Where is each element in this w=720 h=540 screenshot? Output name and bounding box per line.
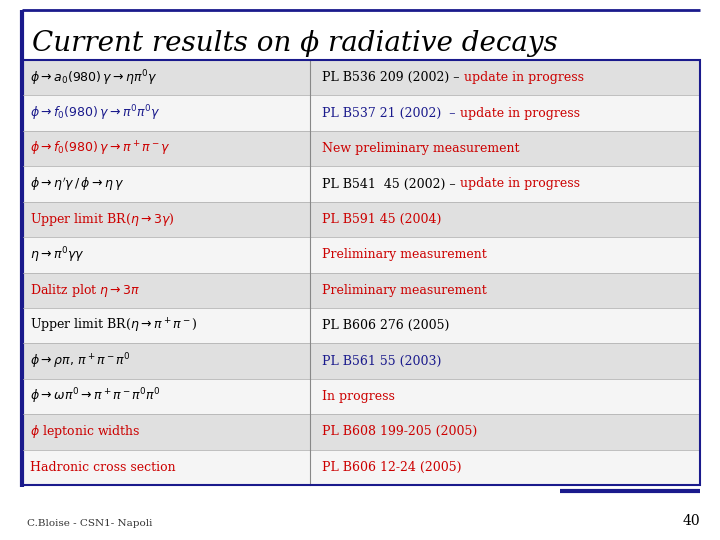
Bar <box>22 450 700 485</box>
Text: PL B606 276 (2005): PL B606 276 (2005) <box>322 319 449 332</box>
Bar <box>22 96 700 131</box>
Bar <box>22 201 700 237</box>
Text: $\phi \rightarrow \eta'\gamma\, /\, \phi \rightarrow \eta\,\gamma$: $\phi \rightarrow \eta'\gamma\, /\, \phi… <box>30 175 124 193</box>
Text: update in progress: update in progress <box>464 71 583 84</box>
Text: update in progress: update in progress <box>459 106 580 120</box>
Bar <box>22 414 700 450</box>
Text: 40: 40 <box>683 514 700 528</box>
Text: PL B606 12-24 (2005): PL B606 12-24 (2005) <box>322 461 462 474</box>
Bar <box>22 166 700 201</box>
Text: Upper limit BR($\eta \rightarrow 3\gamma$): Upper limit BR($\eta \rightarrow 3\gamma… <box>30 211 175 228</box>
Bar <box>22 237 700 273</box>
Bar <box>22 379 700 414</box>
Text: $\phi \rightarrow a_0(980)\, \gamma \rightarrow \eta\pi^0\gamma$: $\phi \rightarrow a_0(980)\, \gamma \rig… <box>30 68 158 87</box>
Text: Hadronic cross section: Hadronic cross section <box>30 461 176 474</box>
Text: $\phi \rightarrow \rho\pi,\, \pi^+\pi^-\pi^0$: $\phi \rightarrow \rho\pi,\, \pi^+\pi^-\… <box>30 351 131 371</box>
Text: $\phi$ leptonic widths: $\phi$ leptonic widths <box>30 423 140 441</box>
Text: PL B541  45 (2002) –: PL B541 45 (2002) – <box>322 178 459 191</box>
Bar <box>22 60 700 96</box>
Text: In progress: In progress <box>322 390 395 403</box>
Text: $\phi \rightarrow f_0(980)\, \gamma \rightarrow \pi^0\pi^0\gamma$: $\phi \rightarrow f_0(980)\, \gamma \rig… <box>30 103 161 123</box>
Text: PL B561 55 (2003): PL B561 55 (2003) <box>322 355 441 368</box>
Bar <box>22 343 700 379</box>
Text: update in progress: update in progress <box>459 178 580 191</box>
Text: PL B536 209 (2002) –: PL B536 209 (2002) – <box>322 71 464 84</box>
Text: Preliminary measurement: Preliminary measurement <box>322 248 487 261</box>
Bar <box>22 273 700 308</box>
Text: $\phi \rightarrow f_0(980)\, \gamma \rightarrow \pi^+\pi^-\gamma$: $\phi \rightarrow f_0(980)\, \gamma \rig… <box>30 139 171 158</box>
Text: $\eta \rightarrow \pi^0\gamma\gamma$: $\eta \rightarrow \pi^0\gamma\gamma$ <box>30 245 85 265</box>
Bar <box>22 131 700 166</box>
Bar <box>22 308 700 343</box>
Text: Upper limit BR($\eta \rightarrow \pi^+\pi^-$): Upper limit BR($\eta \rightarrow \pi^+\p… <box>30 316 198 335</box>
Text: C.Bloise - CSN1- Napoli: C.Bloise - CSN1- Napoli <box>27 519 153 528</box>
Text: PL B537 21 (2002)  –: PL B537 21 (2002) – <box>322 106 459 120</box>
Text: PL B608 199-205 (2005): PL B608 199-205 (2005) <box>322 426 477 438</box>
Text: PL B591 45 (2004): PL B591 45 (2004) <box>322 213 441 226</box>
Text: Dalitz plot $\eta \rightarrow 3\pi$: Dalitz plot $\eta \rightarrow 3\pi$ <box>30 282 140 299</box>
Text: $\phi \rightarrow \omega\pi^0 \rightarrow \pi^+\pi^-\pi^0\pi^0$: $\phi \rightarrow \omega\pi^0 \rightarro… <box>30 387 161 406</box>
Bar <box>22 60 700 485</box>
Text: Current results on ϕ radiative decays: Current results on ϕ radiative decays <box>32 30 558 57</box>
Text: Preliminary measurement: Preliminary measurement <box>322 284 487 296</box>
Text: New preliminary measurement: New preliminary measurement <box>322 142 520 155</box>
